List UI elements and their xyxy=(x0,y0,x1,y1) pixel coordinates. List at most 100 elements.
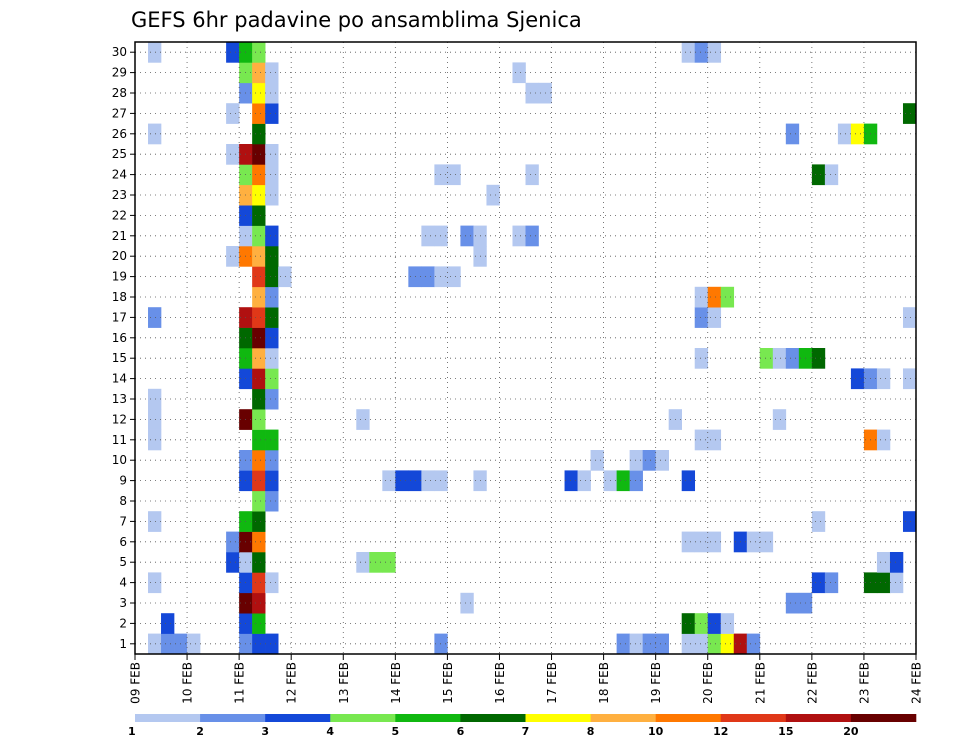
y-tick-label: 30 xyxy=(112,45,127,59)
heatmap-cell xyxy=(252,62,266,84)
heatmap-cell xyxy=(265,266,279,288)
colorbar-label: 15 xyxy=(778,725,793,738)
heatmap-cell xyxy=(902,368,917,390)
heatmap-cell xyxy=(434,633,448,655)
y-tick-label: 19 xyxy=(112,270,127,284)
colorbar-segment xyxy=(850,714,917,722)
heatmap-cell xyxy=(265,429,279,451)
y-tick-label: 8 xyxy=(119,494,127,508)
heatmap-cell xyxy=(252,388,266,410)
plot-frame xyxy=(134,41,917,655)
y-tick-label: 5 xyxy=(119,555,127,569)
heatmap-cell xyxy=(629,450,643,471)
heatmap-cell xyxy=(252,429,266,451)
heatmap-cell xyxy=(876,429,891,451)
x-tick-label: 24 FEB xyxy=(910,662,924,704)
heatmap-cell xyxy=(265,144,279,165)
colorbar-segment xyxy=(135,714,201,722)
x-tick-label: 11 FEB xyxy=(233,662,247,704)
colorbar-segment xyxy=(590,714,656,722)
colorbar-label: 1 xyxy=(128,725,136,738)
heatmap-cell xyxy=(421,225,435,247)
heatmap-cell xyxy=(252,490,266,512)
heatmap-cell xyxy=(265,388,279,410)
heatmap-cell xyxy=(265,184,279,206)
heatmap-cells xyxy=(148,42,917,655)
heatmap-cell xyxy=(252,144,266,165)
heatmap-cell xyxy=(252,225,266,247)
heatmap-cell xyxy=(148,572,162,594)
y-tick-label: 28 xyxy=(112,86,127,100)
grid-lines xyxy=(135,42,916,654)
heatmap-cell xyxy=(681,531,696,553)
heatmap-cell xyxy=(889,552,904,573)
heatmap-cell xyxy=(356,552,370,573)
heatmap-cell xyxy=(382,552,396,573)
heatmap-cell xyxy=(707,429,722,451)
heatmap-cell xyxy=(486,184,500,206)
heatmap-cell xyxy=(694,42,709,63)
heatmap-cell xyxy=(811,572,826,594)
heatmap-cell xyxy=(785,123,800,145)
y-tick-label: 7 xyxy=(119,514,127,528)
colorbar-label: 3 xyxy=(261,725,269,738)
heatmap-cell xyxy=(226,246,240,267)
heatmap-cell xyxy=(525,225,539,247)
heatmap-cell xyxy=(252,103,266,124)
heatmap-cell xyxy=(785,592,800,614)
heatmap-cell xyxy=(421,266,435,288)
y-tick-label: 24 xyxy=(112,168,127,182)
heatmap-cell xyxy=(252,307,266,328)
x-tick-label: 23 FEB xyxy=(857,662,871,704)
x-tick-label: 21 FEB xyxy=(753,662,767,704)
y-tick-label: 2 xyxy=(119,616,127,630)
heatmap-cell xyxy=(564,470,578,492)
heatmap-cell xyxy=(395,470,409,492)
heatmap-cell xyxy=(252,205,266,226)
y-tick-label: 29 xyxy=(112,66,127,80)
heatmap-cell xyxy=(161,633,175,655)
heatmap-cell xyxy=(161,613,175,634)
chart-title: GEFS 6hr padavine po ansamblima Sjenica xyxy=(131,8,582,32)
heatmap-cell xyxy=(252,592,266,614)
y-tick-label: 15 xyxy=(112,351,127,365)
heatmap-cell xyxy=(148,409,162,430)
heatmap-cell xyxy=(512,225,526,247)
heatmap-cell xyxy=(265,103,279,124)
y-axis: 1234567891011121314151617181920212223242… xyxy=(112,45,135,651)
heatmap-cell xyxy=(252,123,266,145)
heatmap-cell xyxy=(772,348,787,369)
colorbar-segment xyxy=(720,714,787,722)
heatmap-cell xyxy=(681,470,696,492)
colorbar-segment xyxy=(460,714,526,722)
heatmap-cell xyxy=(616,633,630,655)
heatmap-cell xyxy=(707,633,722,655)
heatmap-cell xyxy=(707,286,722,308)
heatmap-cell xyxy=(252,348,266,369)
heatmap-cell xyxy=(824,572,839,594)
heatmap-cell xyxy=(252,572,266,594)
x-tick-label: 22 FEB xyxy=(805,662,819,704)
y-tick-label: 1 xyxy=(119,637,127,651)
heatmap-cell xyxy=(265,490,279,512)
heatmap-cell xyxy=(694,633,709,655)
heatmap-cell xyxy=(252,511,266,532)
heatmap-cell xyxy=(148,388,162,410)
heatmap-cell xyxy=(759,348,774,369)
y-tick-label: 20 xyxy=(112,249,127,263)
heatmap-cell xyxy=(512,62,526,84)
heatmap-cell xyxy=(694,531,709,553)
heatmap-cell xyxy=(265,470,279,492)
heatmap-cell xyxy=(265,633,279,655)
heatmap-cell xyxy=(265,225,279,247)
y-tick-label: 10 xyxy=(112,453,127,467)
y-tick-label: 17 xyxy=(112,310,127,324)
heatmap-cell xyxy=(759,531,774,553)
heatmap-cell xyxy=(772,409,787,430)
heatmap-cell xyxy=(694,613,709,634)
heatmap-cell xyxy=(252,246,266,267)
heatmap-cell xyxy=(187,633,201,655)
heatmap-cell xyxy=(746,633,761,655)
x-tick-label: 10 FEB xyxy=(181,662,195,704)
heatmap-cell xyxy=(226,531,240,553)
